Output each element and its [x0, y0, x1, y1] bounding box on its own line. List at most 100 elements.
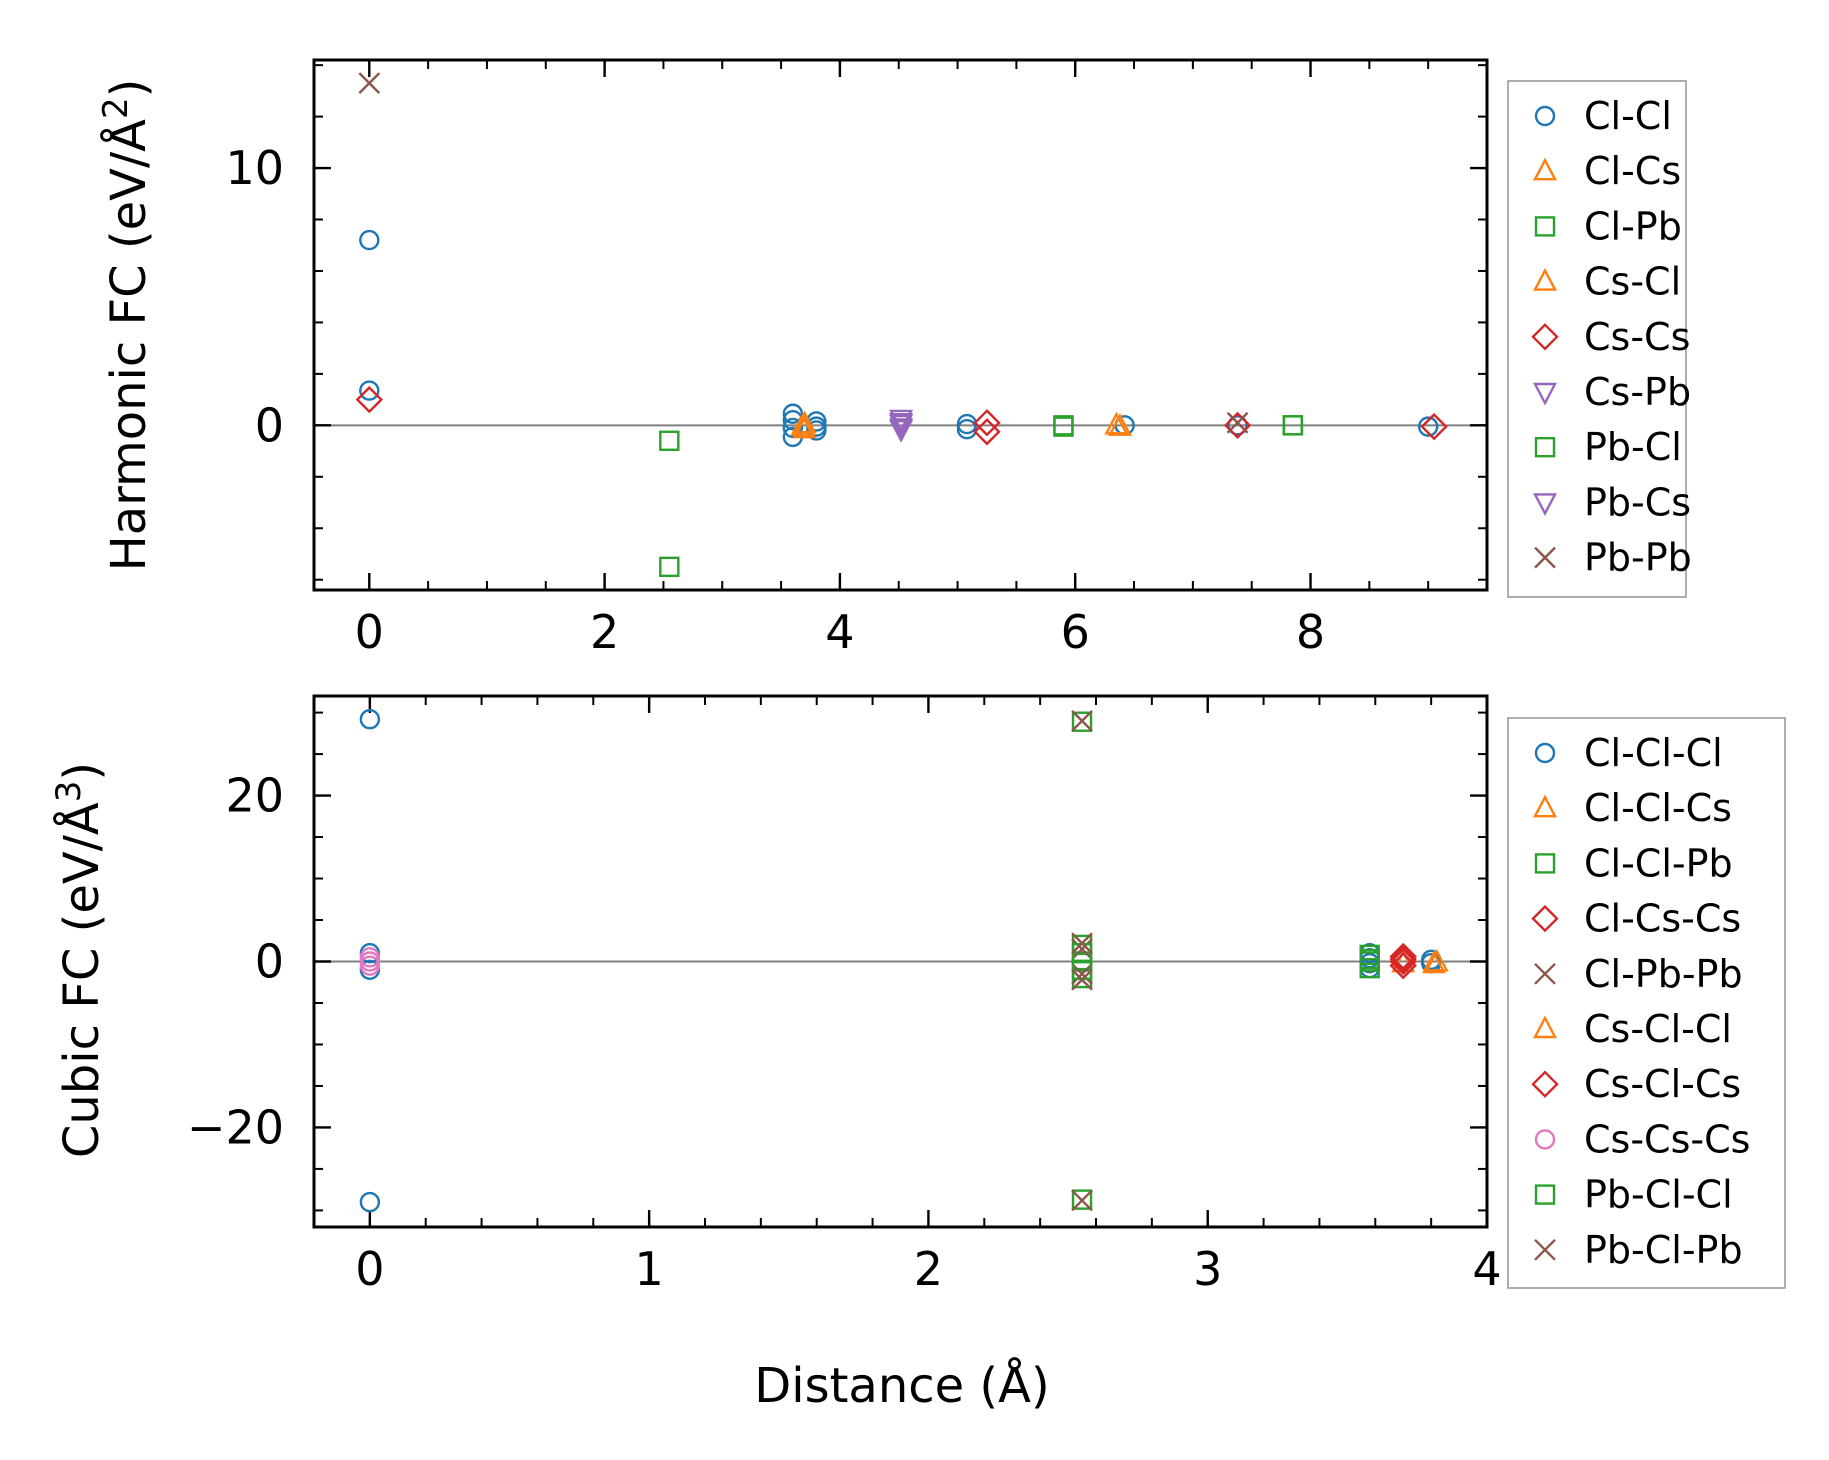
harmonic-legend-marker [1531, 323, 1559, 351]
harmonic-series-cs-cs [355, 385, 1448, 446]
cubic-legend: Cl-Cl-Cl Cl-Cl-Cs Cl-Cl-Pb Cl-Cs-Cs Cl-Pb-Pb… [1507, 717, 1786, 1289]
harmonic-legend-label: Cl-Cl [1584, 94, 1672, 138]
cubic-legend-marker [1533, 1015, 1557, 1039]
harmonic-point-pb-pb [1226, 411, 1249, 434]
cubic-legend-marker [1531, 1070, 1559, 1098]
harmonic-legend-label: Pb-Cl [1584, 425, 1682, 469]
cubic-point-pb-cl-pb [1071, 968, 1093, 991]
harmonic-legend-marker [1534, 437, 1556, 458]
cubic-legend-label: Cl-Cl-Cl [1584, 731, 1723, 775]
cubic-legend-marker [1534, 742, 1556, 764]
cubic-y-tick-label: 20 [225, 769, 284, 823]
cubic-point-cl-pb-pb [1071, 1189, 1093, 1212]
harmonic-legend-marker [1533, 157, 1557, 181]
cubic-legend-label: Cl-Cl-Cs [1584, 786, 1732, 830]
cubic-y-axis-label: Cubic FC (eV/Å3) [49, 762, 110, 1158]
harmonic-legend-label: Cs-Cl [1584, 260, 1681, 304]
cubic-series-cl-pb-pb [1071, 710, 1093, 1212]
cubic-legend-marker [1534, 962, 1556, 985]
harmonic-point-cs-cs [355, 385, 383, 414]
cubic-point-cs-cs-cs [359, 955, 381, 976]
cubic-x-tick-label: 4 [1472, 1242, 1501, 1296]
harmonic-legend-box [1507, 80, 1687, 598]
cubic-point-cl-cl-pb [1071, 1189, 1093, 1210]
harmonic-y-tick-label: 10 [225, 141, 284, 195]
harmonic-point-cs-cs [1223, 411, 1252, 440]
harmonic-point-cl-pb [659, 430, 680, 451]
harmonic-plot-frame [312, 58, 1489, 592]
harmonic-point-pb-cl [1053, 416, 1074, 437]
cubic-legend-marker [1531, 904, 1559, 933]
cubic-legend-marker [1533, 794, 1557, 818]
harmonic-y-tick-label: 0 [255, 398, 284, 452]
cubic-legend-label: Pb-Cl-Pb [1584, 1228, 1743, 1272]
harmonic-point-cs-cs [973, 409, 1001, 437]
cubic-x-tick-label: 0 [355, 1242, 384, 1296]
cubic-fc-panel: 0 1 2 3 4 −20 0 20 Cubic FC (eV/Å3) Distance (Å) C… [49, 694, 1786, 1414]
harmonic-legend-label: Cl-Cs [1584, 149, 1681, 193]
cubic-legend-label: Pb-Cl-Cl [1584, 1173, 1733, 1217]
cubic-point-cl-cl-pb [1071, 711, 1093, 732]
cubic-point-cl-cl-cl [359, 709, 381, 730]
harmonic-x-tick-label: 8 [1296, 605, 1325, 659]
harmonic-legend: Cl-Cl Cl-Cs Cl-Pb Cs-Cl Cs-Cs Cs-Pb Pb-Cl Pb-Cs… [1507, 80, 1692, 598]
harmonic-point-cs-cs [1420, 412, 1448, 441]
cubic-point-cs-cl-cl [1424, 948, 1449, 972]
harmonic-series-pb-cl [1053, 415, 1304, 437]
harmonic-point-cl-cl [1227, 415, 1248, 436]
cubic-point-cl-cl-cl [359, 1191, 381, 1213]
cubic-series-pb-cl-pb [1071, 932, 1093, 991]
harmonic-legend-label: Cs-Cs [1584, 315, 1690, 359]
harmonic-point-cl-cl [359, 380, 380, 401]
cubic-legend-marker [1534, 1129, 1556, 1150]
harmonic-legend-marker [1533, 268, 1557, 291]
harmonic-series-cs-cl [790, 413, 1132, 436]
cubic-point-cs-cl-cs [1389, 945, 1417, 973]
cubic-y-tick-label: −20 [187, 1100, 284, 1154]
cubic-legend-label: Cl-Pb-Pb [1584, 952, 1743, 996]
harmonic-legend-label: Pb-Cs [1584, 480, 1691, 524]
harmonic-legend-label: Cs-Pb [1584, 370, 1691, 414]
harmonic-point-cl-cl [359, 229, 380, 251]
harmonic-x-tick-label: 2 [590, 605, 619, 659]
harmonic-legend-marker [1533, 382, 1557, 406]
harmonic-point-cs-cl [790, 413, 815, 436]
harmonic-point-pb-pb [358, 72, 381, 95]
cubic-point-cl-pb-pb [1071, 710, 1093, 732]
harmonic-point-cs-cs [973, 418, 1001, 446]
harmonic-point-cl-cl [782, 403, 804, 424]
harmonic-series-pb-cs [889, 413, 914, 441]
harmonic-x-tick-label: 4 [825, 605, 854, 659]
cubic-series-cs-cl-cs [1389, 945, 1417, 973]
harmonic-legend-marker [1534, 216, 1556, 237]
cubic-point-cl-pb-pb [1071, 938, 1093, 960]
harmonic-point-pb-cl [1282, 415, 1304, 436]
harmonic-point-cl-cl [782, 417, 804, 439]
cubic-point-cl-cs-cs [1389, 942, 1417, 971]
harmonic-point-pb-cs [889, 418, 914, 441]
cubic-point-cl-cl-cs [1421, 950, 1446, 974]
harmonic-series-pb-pb [358, 72, 1249, 434]
cubic-x-axis-label: Distance (Å) [754, 1357, 1049, 1414]
harmonic-x-tick-label: 0 [355, 605, 384, 659]
harmonic-legend-marker [1534, 105, 1556, 127]
harmonic-point-cl-pb [659, 556, 680, 578]
harmonic-legend-marker [1533, 493, 1557, 516]
cubic-legend-marker [1534, 1238, 1556, 1261]
cubic-plot-frame [312, 694, 1489, 1229]
harmonic-legend-label: Pb-Pb [1584, 536, 1692, 580]
harmonic-series-cl-cl [359, 229, 1439, 448]
harmonic-legend-label: Cl-Pb [1584, 204, 1682, 248]
cubic-point-pb-cl-cl [1359, 948, 1380, 970]
cubic-legend-label: Cs-Cl-Cs [1584, 1062, 1741, 1106]
harmonic-point-cl-cs [1104, 411, 1129, 435]
cubic-x-tick-label: 3 [1193, 1242, 1222, 1296]
cubic-series-cs-cs-cs [359, 947, 381, 976]
cubic-point-cl-pb-pb [1071, 963, 1093, 985]
cubic-x-tick-label: 1 [635, 1242, 664, 1296]
cubic-legend-marker [1534, 853, 1556, 874]
cubic-y-tick-label: 0 [255, 935, 284, 989]
harmonic-point-pb-cs [889, 413, 914, 436]
harmonic-legend-marker [1534, 546, 1556, 569]
